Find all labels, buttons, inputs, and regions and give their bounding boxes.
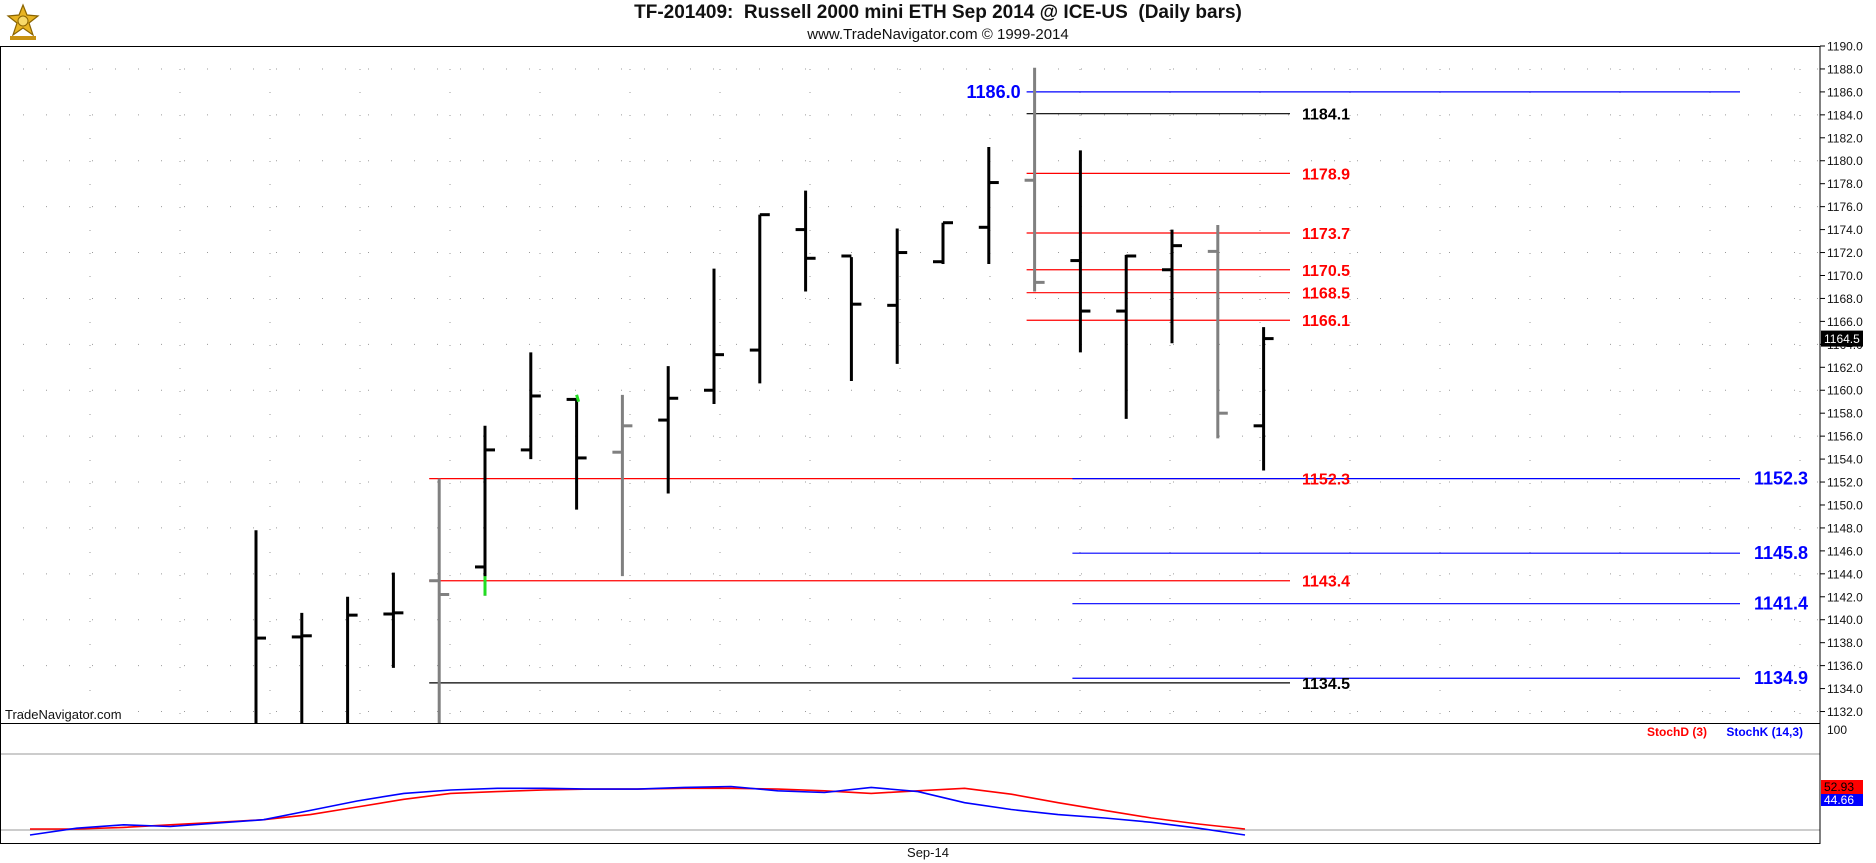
ohlc-bar: [704, 268, 724, 405]
level-label: 1166.1: [1302, 313, 1350, 330]
level-label: 1170.5: [1302, 263, 1350, 280]
level-label: 1141.4: [1754, 594, 1808, 614]
chart-labels: 1186.0 1184.1 1178.9 1173.7 1170.5 1168.5 1166…: [5, 82, 1808, 860]
axis-tick-label: 1136.0: [1827, 659, 1863, 673]
axis-tick-label: 1190.0: [1827, 40, 1863, 54]
stochD-legend: StochD (3): [1647, 725, 1707, 739]
level-label: 1152.3: [1754, 469, 1808, 489]
axis-tick-label: 1178.0: [1827, 177, 1863, 191]
axis-tick-label: 1172.0: [1827, 246, 1863, 260]
x-axis-label: Sep-14: [907, 845, 949, 860]
ohlc-bar: [612, 394, 633, 577]
level-label: 1178.9: [1302, 166, 1350, 183]
axis-tick-label: 1158.0: [1827, 407, 1863, 421]
axis-tick-label: 1176.0: [1827, 200, 1863, 214]
ohlc-bar: [749, 213, 770, 384]
axis-tick-label: 1180.0: [1827, 154, 1863, 168]
axis-tick-label: 1186.0: [1827, 85, 1863, 99]
stochD-value-label: 52.93: [1824, 780, 1854, 794]
last-price-label: 1164.5: [1824, 332, 1860, 346]
axis-tick-label: 1188.0: [1827, 62, 1863, 76]
ohlc-bar: [383, 572, 404, 668]
axis-tick-label: 1140.0: [1827, 613, 1863, 627]
ohlc-bar: [520, 352, 541, 460]
axis-tick-label: 1146.0: [1827, 544, 1863, 558]
main-panel-grid: [0, 46, 1820, 723]
level-label: 1145.8: [1754, 543, 1808, 563]
stoch-axis-label: 100: [1827, 723, 1847, 737]
axis-tick-label: 1166.0: [1827, 315, 1863, 329]
bar-highlight: [575, 394, 581, 403]
axis-tick-label: 1182.0: [1827, 131, 1863, 145]
ohlc-bar: [887, 228, 908, 364]
axis-tick-label: 1152.0: [1827, 476, 1863, 490]
axis-tick-label: 1154.0: [1827, 453, 1863, 467]
last-price-tag: [1821, 330, 1863, 347]
panel-frames: [0, 46, 1821, 844]
indicator-panel-frame: [0, 723, 1821, 844]
ohlc-bar: [254, 530, 266, 723]
axis-tick-label: 1134.0: [1827, 682, 1863, 696]
stochK-legend: StochK (14,3): [1726, 725, 1803, 739]
axis-tick-label: 1184.0: [1827, 108, 1863, 122]
axis-tick-label: 1144.0: [1827, 567, 1863, 581]
ohlc-bar: [1162, 229, 1182, 344]
ohlc-bar: [978, 146, 999, 265]
tradenavigator-logo-icon: [6, 3, 40, 40]
ohlc-bar: [658, 366, 679, 494]
level-label: 1143.4: [1302, 574, 1350, 591]
watermark-label: TradeNavigator.com: [5, 707, 122, 722]
axis-tick-label: 1160.0: [1827, 384, 1863, 398]
axis-tick-label: 1156.0: [1827, 430, 1863, 444]
level-label: 1152.3: [1302, 472, 1350, 489]
price-levels: [429, 91, 1740, 684]
level-label: 1168.5: [1302, 286, 1350, 303]
level-label: 1134.5: [1302, 676, 1350, 693]
axis-tick-label: 1138.0: [1827, 636, 1863, 650]
stochK-value-label: 44.66: [1824, 793, 1854, 807]
axis-tick-label: 1162.0: [1827, 361, 1863, 375]
level-label: 1173.7: [1302, 226, 1350, 243]
axis-tick-label: 1150.0: [1827, 498, 1863, 512]
price-axis: 1190.0 1188.0 1186.0 1184.0 1182.0 1180.0 1178…: [1820, 40, 1863, 807]
level-label: 1184.1: [1302, 107, 1350, 124]
level-label: 1186.0: [967, 82, 1021, 102]
axis-tick-label: 1142.0: [1827, 590, 1863, 604]
axis-tick-label: 1174.0: [1827, 223, 1863, 237]
stochK-value-tag: [1821, 794, 1863, 806]
ohlc-bar: [1253, 327, 1274, 471]
axis-tick-label: 1132.0: [1827, 705, 1863, 719]
axis-tick-label: 1170.0: [1827, 269, 1863, 283]
ohlc-bar: [841, 254, 862, 382]
ohlc-bar: [1116, 254, 1137, 419]
ohlc-bar: [475, 425, 495, 596]
ohlc-bars: [254, 67, 1274, 723]
ohlc-bar: [291, 612, 312, 723]
ohlc-bar: [933, 221, 953, 265]
axis-tick-label: 1168.0: [1827, 292, 1863, 306]
ohlc-bar: [1024, 67, 1045, 292]
chart-subtitle: www.TradeNavigator.com © 1999-2014: [807, 26, 1069, 43]
stochastic-indicator: [29, 785, 1246, 836]
indicator-panel-grid: [0, 753, 1820, 831]
level-label: 1134.9: [1754, 668, 1808, 688]
stoch-series-line: [29, 785, 1246, 836]
axis-tick-label: 1148.0: [1827, 521, 1863, 535]
ohlc-bar: [346, 596, 358, 723]
ohlc-bar: [1207, 225, 1228, 439]
ohlc-bar: [795, 190, 816, 292]
ohlc-bar: [1070, 150, 1091, 353]
stochD-value-tag: [1821, 780, 1863, 794]
ohlc-bar: [429, 478, 450, 723]
main-panel-frame: [0, 46, 1821, 724]
chart-title: TF-201409: Russell 2000 mini ETH Sep 201…: [634, 2, 1242, 23]
ohlc-bar: [566, 397, 587, 510]
